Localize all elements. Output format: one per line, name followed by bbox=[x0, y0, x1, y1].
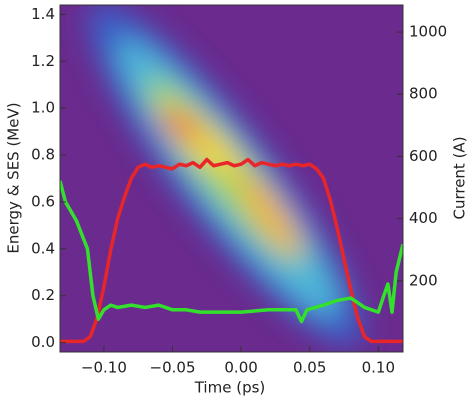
x-tick-label: 0.10 bbox=[362, 359, 395, 377]
y2-tick-label: 600 bbox=[409, 147, 438, 165]
y2-tick-label: 400 bbox=[409, 209, 438, 227]
y-tick-label: 0.8 bbox=[31, 146, 55, 164]
plot-frame bbox=[59, 4, 404, 353]
y2-axis-label: Current (A) bbox=[451, 136, 469, 219]
x-tick-label: −0.10 bbox=[81, 359, 127, 377]
series-line bbox=[60, 157, 403, 344]
y2-tick-label: 1000 bbox=[409, 23, 447, 41]
y-tick-label: 1.4 bbox=[31, 5, 55, 23]
y-axis-label: Energy & SES (MeV) bbox=[5, 102, 23, 253]
x-tick-label: −0.05 bbox=[150, 359, 196, 377]
y2-tick-label: 800 bbox=[409, 85, 438, 103]
y-tick-label: 1.0 bbox=[31, 99, 55, 117]
x-tick-label: 0.05 bbox=[293, 359, 326, 377]
y-tick-label: 0.6 bbox=[31, 192, 55, 210]
y2-tick-label: 200 bbox=[409, 271, 438, 289]
y-tick-label: 0.0 bbox=[31, 333, 55, 351]
y-tick-label: 1.2 bbox=[31, 52, 55, 70]
y-tick-label: 0.2 bbox=[31, 286, 55, 304]
series-line bbox=[60, 180, 403, 324]
y-tick-label: 0.4 bbox=[31, 239, 55, 257]
x-tick-label: 0.00 bbox=[224, 359, 257, 377]
x-axis-label: Time (ps) bbox=[194, 379, 266, 397]
density-map bbox=[87, 5, 363, 347]
